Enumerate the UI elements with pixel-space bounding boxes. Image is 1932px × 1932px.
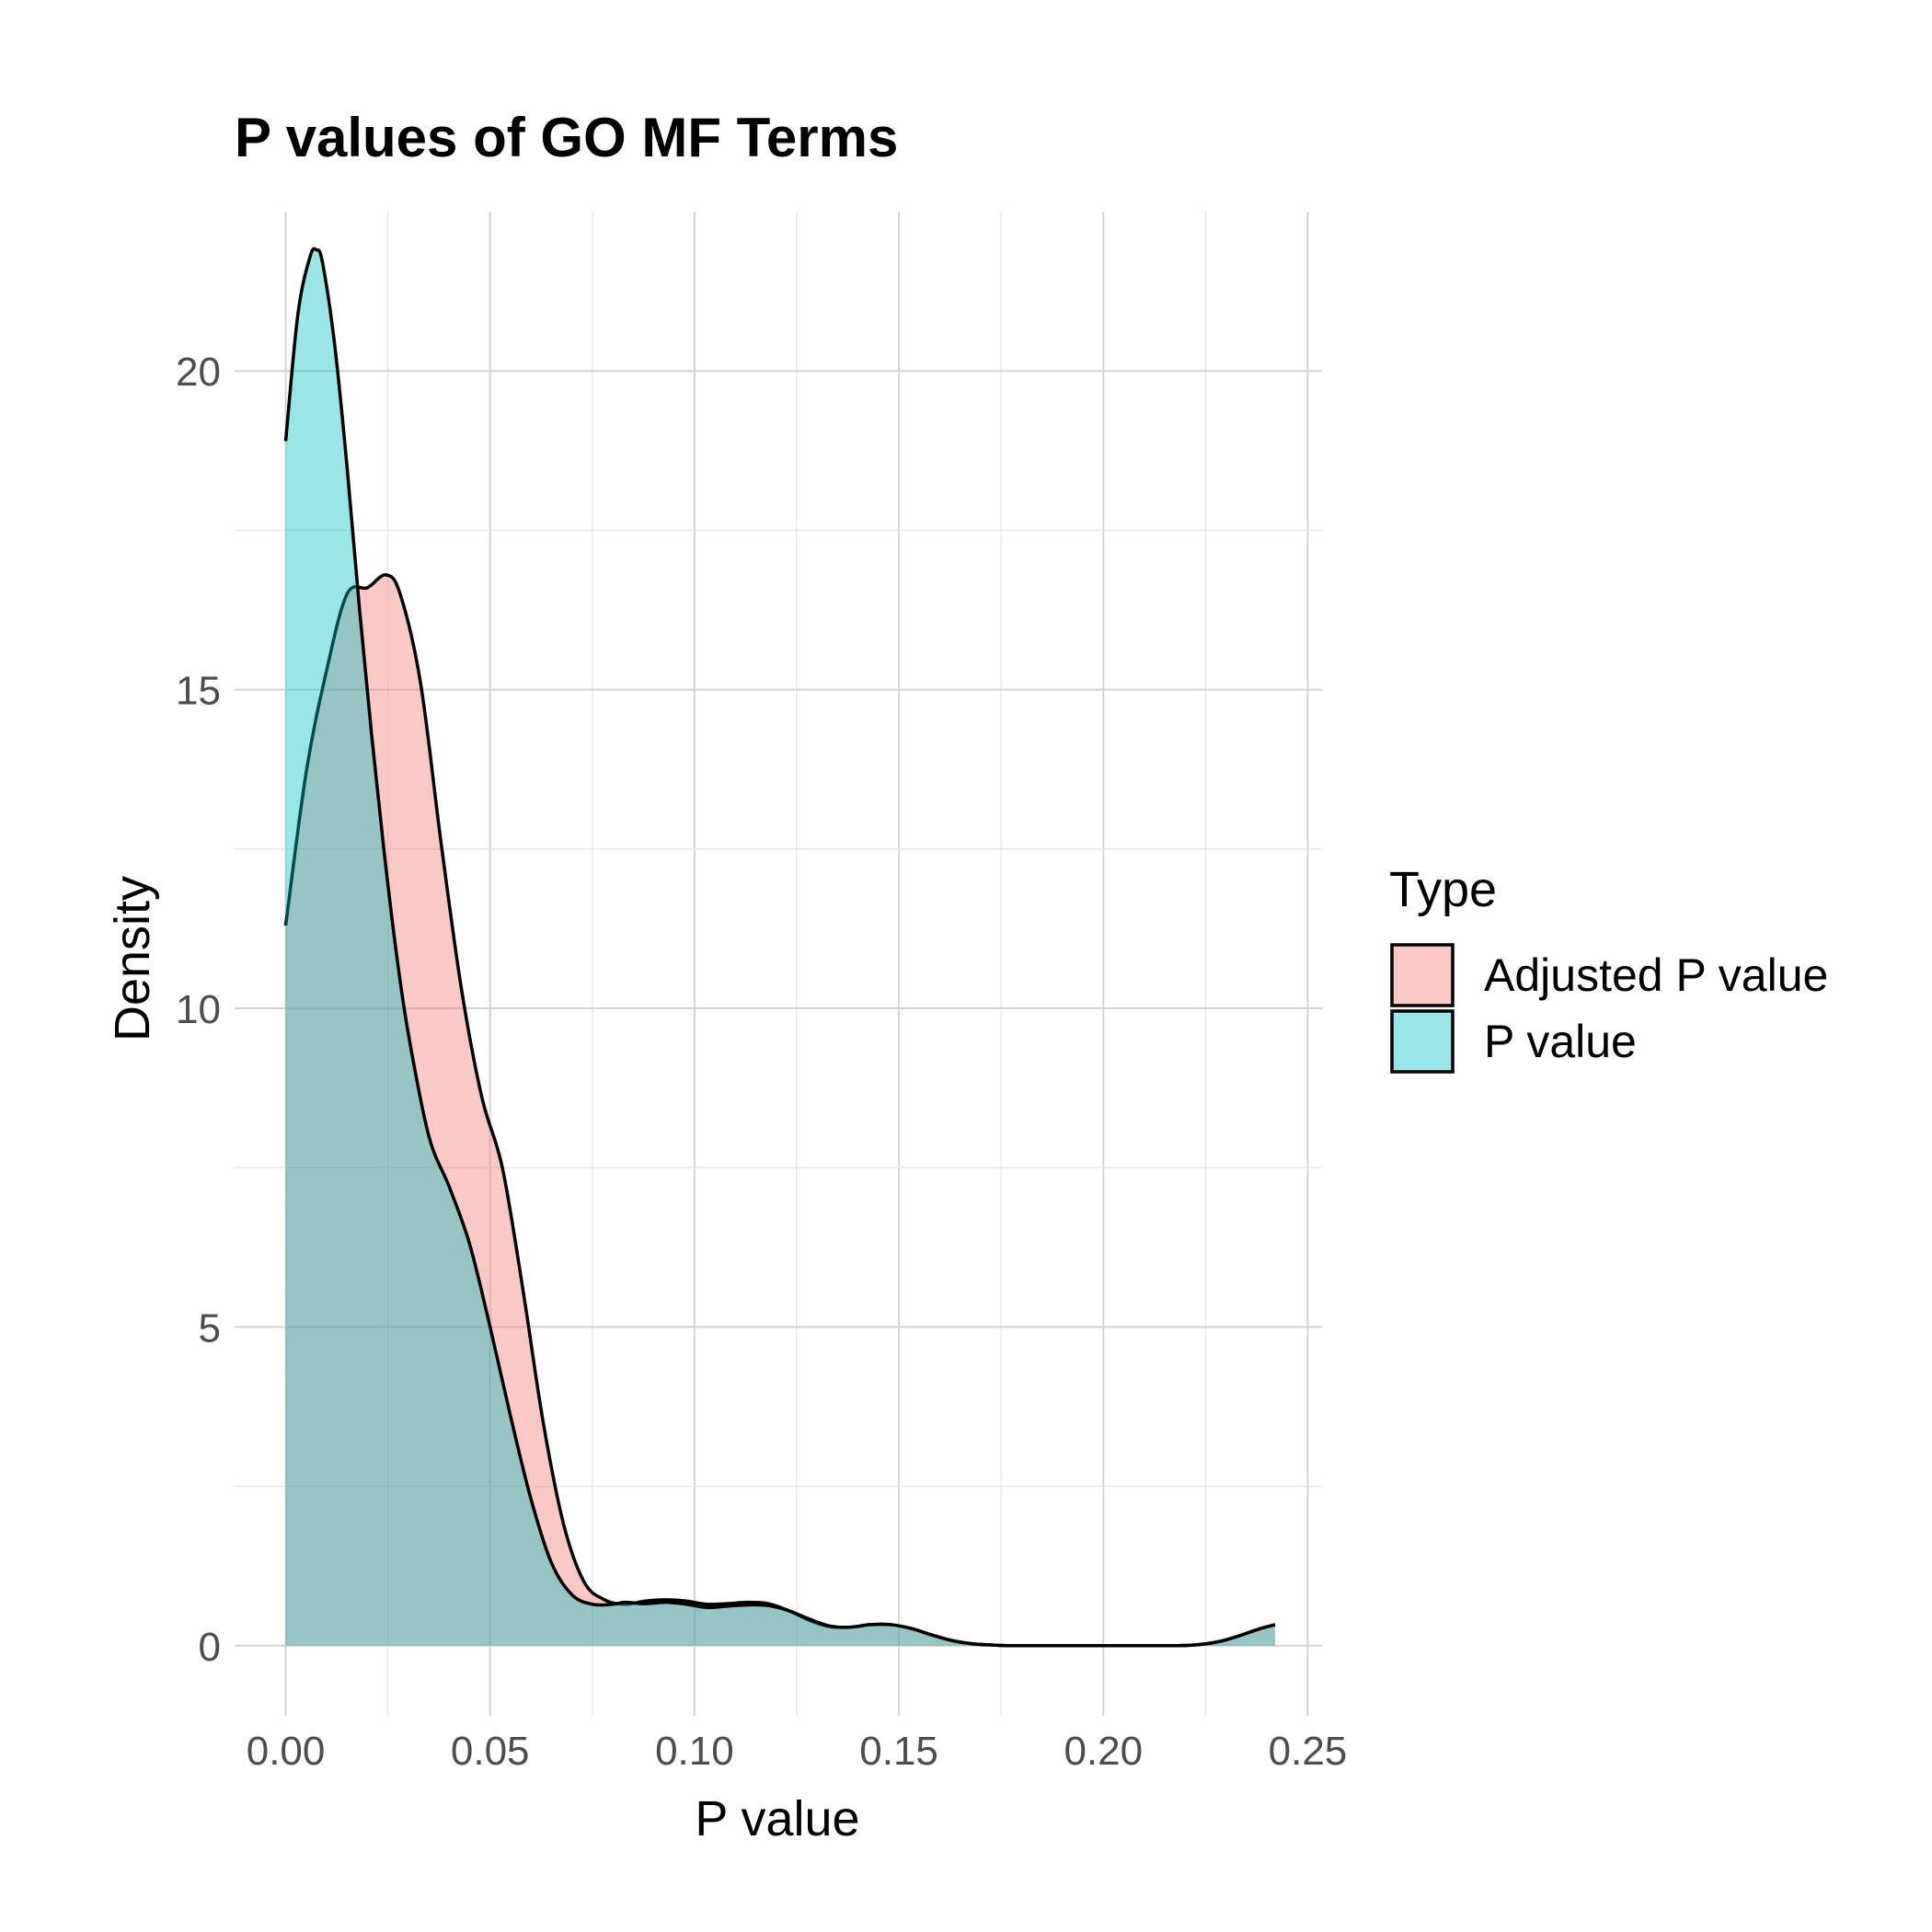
x-tick-label: 0.15 <box>859 1729 938 1774</box>
legend-key-background <box>1392 945 1453 1006</box>
x-tick-label: 0.25 <box>1269 1729 1348 1774</box>
legend-label: P value <box>1484 1016 1637 1067</box>
x-axis-title: P value <box>695 1791 859 1846</box>
y-tick-label: 20 <box>176 350 221 395</box>
legend-key-swatch <box>1390 1009 1455 1074</box>
density-areas <box>283 247 1276 1648</box>
legend-title: Type <box>1389 862 1497 917</box>
legend-key-swatch <box>1390 943 1455 1007</box>
x-tick-label: 0.05 <box>451 1729 530 1774</box>
legend: Type Adjusted P value P value <box>1389 862 1828 1074</box>
p-value-density-line <box>283 247 1276 1648</box>
y-axis-title: Density <box>105 876 160 1041</box>
y-tick-label: 15 <box>176 669 221 714</box>
x-tick-label: 0.00 <box>247 1729 326 1774</box>
gridlines <box>235 212 1322 1716</box>
y-axis-ticks: 0 5 10 15 20 <box>176 350 221 1670</box>
adjusted-p-value-area <box>285 574 1275 1646</box>
y-tick-label: 0 <box>199 1625 221 1670</box>
x-tick-label: 0.10 <box>655 1729 734 1774</box>
chart-title: P values of GO MF Terms <box>235 107 898 168</box>
legend-label: Adjusted P value <box>1484 949 1828 1001</box>
p-value-area <box>285 248 1275 1646</box>
y-tick-label: 5 <box>199 1305 221 1351</box>
legend-key-background <box>1392 1011 1453 1072</box>
x-axis-ticks: 0.00 0.05 0.10 0.15 0.20 0.25 <box>247 1729 1348 1774</box>
x-tick-label: 0.20 <box>1064 1729 1143 1774</box>
y-tick-label: 10 <box>176 987 221 1032</box>
